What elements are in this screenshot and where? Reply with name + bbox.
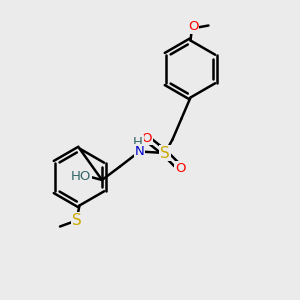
Text: H: H <box>133 136 143 149</box>
Text: S: S <box>72 213 81 228</box>
Text: O: O <box>142 131 152 145</box>
Text: HO: HO <box>71 170 91 183</box>
Text: N: N <box>135 145 144 158</box>
Text: S: S <box>160 146 170 160</box>
Text: O: O <box>188 20 199 34</box>
Text: O: O <box>175 161 185 175</box>
